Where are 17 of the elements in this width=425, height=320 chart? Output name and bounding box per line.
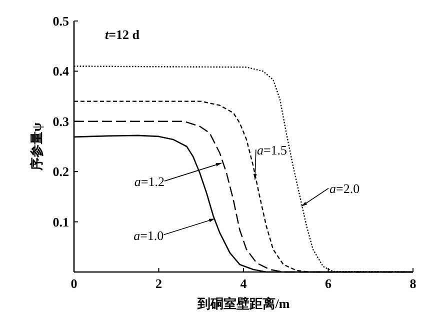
x-tick-label: 0 (70, 276, 78, 291)
x-tick-label: 6 (325, 276, 332, 291)
x-tick-label: 8 (410, 276, 417, 291)
y-axis-title: 序参量ψ (29, 122, 44, 172)
annotation: a=1.0 (134, 228, 164, 243)
y-tick-label: 0.4 (52, 64, 70, 79)
annotation: a=1.5 (256, 142, 288, 158)
annotation: a=2.0 (330, 181, 360, 196)
y-tick-label: 0.3 (52, 114, 70, 129)
annotation: a=1.2 (134, 174, 164, 190)
y-tick-label: 0.1 (52, 214, 69, 230)
x-axis-title: 到硐室壁距离/m (196, 296, 290, 311)
annotation: t=12 d (105, 27, 140, 42)
x-tick-label: 2 (156, 276, 162, 291)
x-tick-label: 4 (240, 276, 248, 291)
y-tick-label: 0.5 (52, 14, 70, 28)
y-tick-label: 0.2 (52, 164, 69, 180)
